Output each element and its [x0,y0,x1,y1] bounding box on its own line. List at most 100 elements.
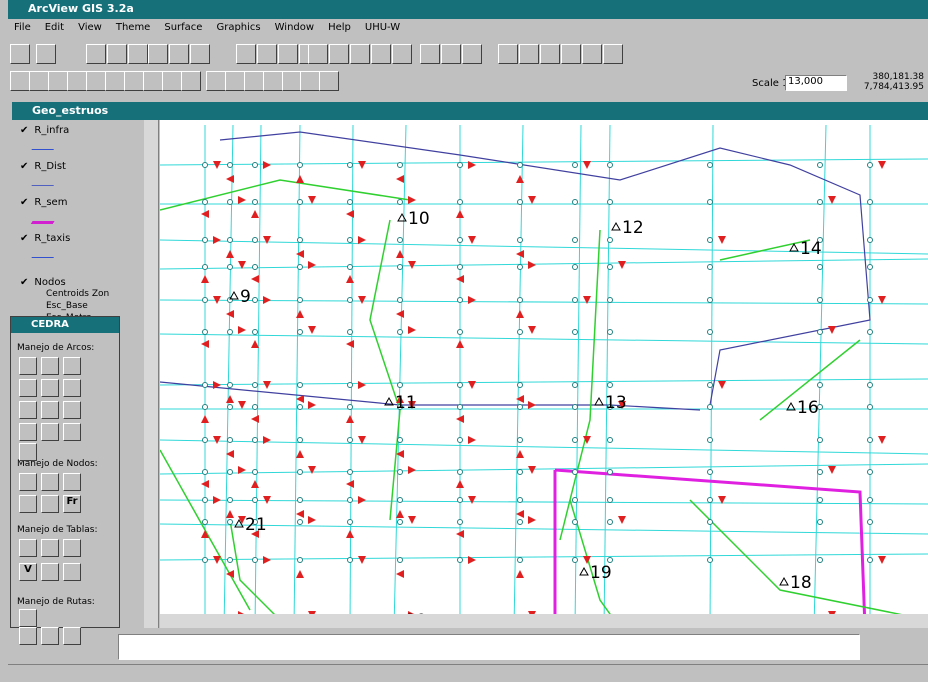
tool-button[interactable] [350,44,370,64]
menu-item[interactable]: Help [328,22,351,33]
tool-button[interactable] [128,44,148,64]
tool-button[interactable] [278,44,298,64]
tool-button[interactable] [308,44,328,64]
toolbox-button[interactable] [63,379,81,397]
toolbox-button[interactable] [41,401,59,419]
tool-button[interactable] [263,71,283,91]
legend-theme[interactable]: ✔ R_taxis [20,233,145,269]
tool-button[interactable] [148,44,168,64]
menu-item[interactable]: View [78,22,102,33]
tool-button[interactable] [236,44,256,64]
tool-button[interactable] [206,71,226,91]
toolbox-button[interactable] [41,473,59,491]
toolbox-button[interactable] [41,357,59,375]
menu-item[interactable]: Theme [115,22,151,33]
toolbox-button[interactable] [41,423,59,441]
tool-button[interactable] [603,44,623,64]
tool-button[interactable] [244,71,264,91]
toolbox-button[interactable] [41,627,59,645]
scale-input[interactable]: 13,000 [785,75,847,91]
legend-class: Centroids Zon [46,289,110,299]
tool-button[interactable] [319,71,339,91]
toolbox-button[interactable] [63,423,81,441]
toolbox-button[interactable] [63,627,81,645]
toolbox-button[interactable] [19,495,37,513]
toolbox-button[interactable] [41,379,59,397]
tool-button[interactable] [225,71,245,91]
tool-button[interactable] [105,71,125,91]
legend-theme[interactable]: ✔ R_sem [20,197,145,233]
tool-button[interactable] [329,44,349,64]
toolbox-button[interactable] [63,357,81,375]
tool-button[interactable] [540,44,560,64]
map: 101214911131621191820 [160,120,928,628]
toolbox-button[interactable] [41,495,59,513]
tool-button[interactable] [36,44,56,64]
tool-button[interactable] [519,44,539,64]
direction-arrow [263,556,271,564]
menu-item[interactable]: Window [274,22,315,33]
tool-button[interactable] [10,44,30,64]
toolbox-button[interactable] [19,539,37,557]
tool-button[interactable] [257,44,277,64]
tool-button[interactable] [162,71,182,91]
toolbox-button[interactable] [63,563,81,581]
direction-arrow [296,310,304,318]
toc-scrollbar[interactable] [144,120,158,628]
tool-button[interactable] [462,44,482,64]
toolbox-button[interactable] [63,473,81,491]
tool-button[interactable] [10,71,30,91]
node [572,497,578,503]
legend-theme[interactable]: ✔ R_Dist [20,161,145,197]
tool-button[interactable] [169,44,189,64]
toolbox-button[interactable] [19,609,37,627]
status-input[interactable] [118,634,860,660]
tool-button[interactable] [48,71,68,91]
tool-button[interactable] [190,44,210,64]
menu-item[interactable]: Surface [164,22,203,33]
tool-button[interactable] [181,71,201,91]
tool-button[interactable] [498,44,518,64]
tool-button[interactable] [124,71,144,91]
tool-button[interactable] [561,44,581,64]
toolbox-button[interactable] [19,401,37,419]
toolbox-button[interactable]: V [19,563,37,581]
tool-button[interactable] [582,44,602,64]
tool-button[interactable] [86,44,106,64]
toolbox-button[interactable] [41,563,59,581]
route-line-green [160,179,411,211]
menu-item[interactable]: Edit [44,22,65,33]
tool-button[interactable] [392,44,412,64]
tool-button[interactable] [143,71,163,91]
toolbox-button[interactable] [63,539,81,557]
direction-arrow [358,436,366,444]
legend-theme[interactable]: ✔ Nodos [20,277,145,288]
toolbox-button[interactable] [19,379,37,397]
tool-button[interactable] [86,71,106,91]
tool-button[interactable] [371,44,391,64]
toolbox-button[interactable] [19,443,37,461]
node-symbol [789,242,799,252]
menu-item[interactable]: Graphics [216,22,261,33]
toolbox-button[interactable]: Fr [63,495,81,513]
toolbox-button[interactable] [63,401,81,419]
toolbox-button[interactable] [19,357,37,375]
tool-button[interactable] [300,71,320,91]
tool-button[interactable] [282,71,302,91]
tool-button[interactable] [107,44,127,64]
toolbox-button[interactable] [19,423,37,441]
direction-arrow [456,340,464,348]
tool-button[interactable] [441,44,461,64]
toolbox-button[interactable] [19,473,37,491]
status-bar [8,664,928,682]
direction-arrow [358,381,366,389]
toolbox-button[interactable] [41,539,59,557]
tool-button[interactable] [29,71,49,91]
menu-item[interactable]: UHU-W [364,22,401,33]
toolbox-button[interactable] [19,627,37,645]
legend-theme[interactable]: ✔ R_infra [20,125,145,161]
tool-button[interactable] [67,71,87,91]
tool-button[interactable] [420,44,440,64]
menu-item[interactable]: File [14,22,31,33]
node [347,162,353,168]
